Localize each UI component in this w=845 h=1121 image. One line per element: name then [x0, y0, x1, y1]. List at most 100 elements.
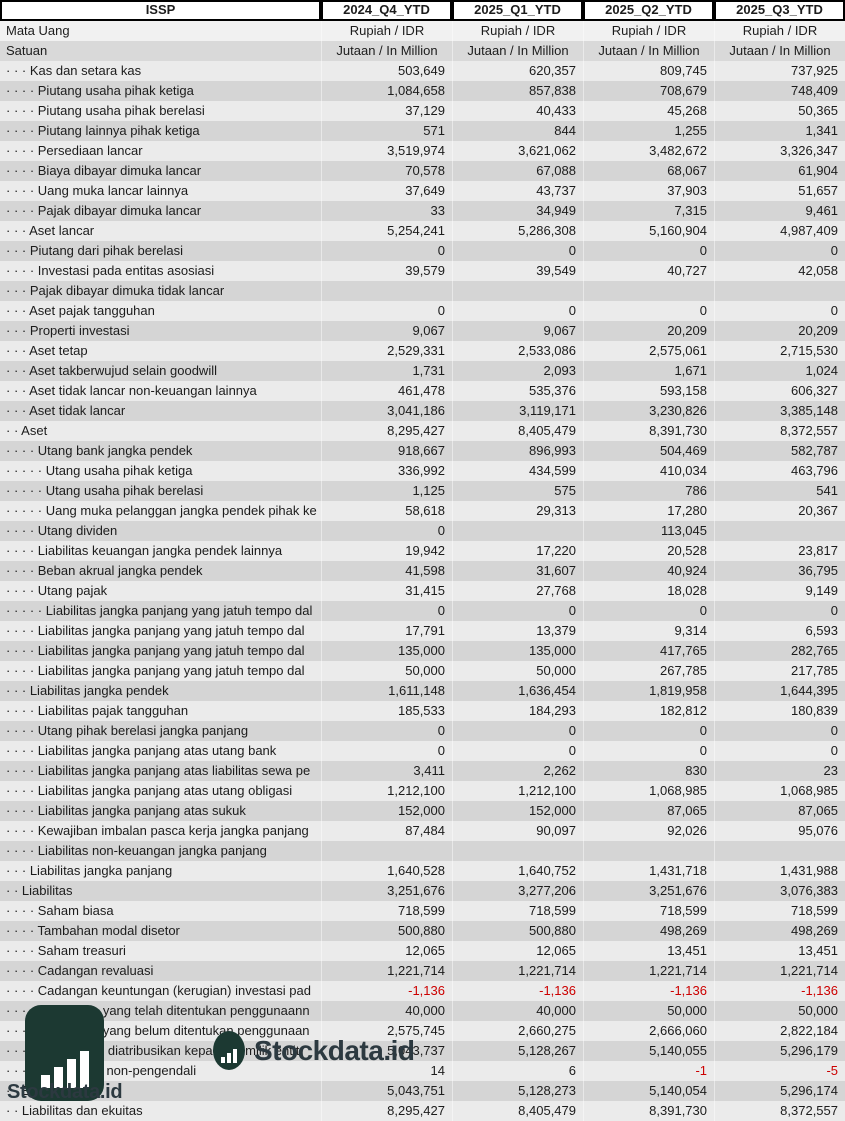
row-value: 37,129: [321, 101, 452, 121]
row-value: 1,068,985: [583, 781, 714, 801]
row-value: 87,065: [583, 801, 714, 821]
row-value: 17,791: [321, 621, 452, 641]
row-value: 9,314: [583, 621, 714, 641]
table-row: · · Liabilitas dan ekuitas 8,295,427 8,405…: [0, 1101, 845, 1121]
row-value: 2,093: [452, 361, 583, 381]
row-value: 29,313: [452, 501, 583, 521]
row-value: 182,812: [583, 701, 714, 721]
row-value: 5,140,055: [583, 1041, 714, 1061]
row-value: 113,045: [583, 521, 714, 541]
row-value: 503,649: [321, 61, 452, 81]
row-label: · · · · Beban akrual jangka pendek: [6, 563, 203, 578]
row-value: 68,067: [583, 161, 714, 181]
row-value: 58,618: [321, 501, 452, 521]
unit-value: Jutaan / In Million: [714, 41, 845, 61]
row-value: 3,326,347: [714, 141, 845, 161]
table-row: · · · Aset tidak lancar 3,041,186 3,119,17…: [0, 401, 845, 421]
row-value: 571: [321, 121, 452, 141]
row-value: 8,405,479: [452, 421, 583, 441]
row-value: 461,478: [321, 381, 452, 401]
row-value: 19,942: [321, 541, 452, 561]
row-value: 718,599: [583, 901, 714, 921]
row-value: 36,795: [714, 561, 845, 581]
row-value: 708,679: [583, 81, 714, 101]
row-value: 51,657: [714, 181, 845, 201]
row-value: 1,024: [714, 361, 845, 381]
row-label: · · · · · Uang muka pelanggan jangka pen…: [6, 503, 317, 518]
stockdata-watermark: Stockdata.id: [213, 1031, 415, 1070]
period-header: 2024_Q4_YTD: [321, 0, 452, 21]
row-value: 12,065: [452, 941, 583, 961]
row-label: · · · · Liabilitas jangka panjang yang j…: [6, 623, 305, 638]
table-row: · · · · Piutang lainnya pihak ketiga 571 8…: [0, 121, 845, 141]
row-value: 1,644,395: [714, 681, 845, 701]
row-label: · · · · Cadangan keuntungan (kerugian) i…: [6, 983, 311, 998]
row-value: 0: [583, 741, 714, 761]
row-value: 135,000: [452, 641, 583, 661]
row-value: 8,391,730: [583, 421, 714, 441]
row-value: 0: [321, 721, 452, 741]
row-value: 541: [714, 481, 845, 501]
row-value: 50,000: [321, 661, 452, 681]
row-value: 1,212,100: [321, 781, 452, 801]
row-value: 718,599: [714, 901, 845, 921]
table-row: · · · · Liabilitas pajak tangguhan 185,53…: [0, 701, 845, 721]
row-value: 1,640,528: [321, 861, 452, 881]
row-value: 500,880: [452, 921, 583, 941]
row-value: 0: [714, 741, 845, 761]
row-value: 504,469: [583, 441, 714, 461]
table-row: · · · · Kewajiban imbalan pasca kerja ja…: [0, 821, 845, 841]
row-label: · · · Kas dan setara kas: [6, 63, 142, 78]
table-row: · · · · Liabilitas jangka panjang atas u…: [0, 741, 845, 761]
row-value: 748,409: [714, 81, 845, 101]
row-value: -1,136: [321, 981, 452, 1001]
row-value: 87,484: [321, 821, 452, 841]
table-row: · · · · Saham treasuri 12,065 12,065 13,451…: [0, 941, 845, 961]
row-label: · · · · Utang pajak: [6, 583, 108, 598]
row-value: 6: [452, 1061, 583, 1081]
row-value: 92,026: [583, 821, 714, 841]
row-label: · · · Liabilitas jangka pendek: [6, 683, 169, 698]
row-value: -5: [714, 1061, 845, 1081]
table-row: · · · · Biaya dibayar dimuka lancar 70,57…: [0, 161, 845, 181]
row-value: 184,293: [452, 701, 583, 721]
row-value: [321, 841, 452, 861]
table-row: · · · Properti investasi 9,067 9,067 20,209…: [0, 321, 845, 341]
row-value: [583, 841, 714, 861]
row-value: 87,065: [714, 801, 845, 821]
row-value: 37,903: [583, 181, 714, 201]
row-value: 282,765: [714, 641, 845, 661]
row-value: 18,028: [583, 581, 714, 601]
row-value: 135,000: [321, 641, 452, 661]
table-row: · · · · Liabilitas jangka panjang yang j…: [0, 661, 845, 681]
table-row: · · · · Utang dividen 0 113,045: [0, 521, 845, 541]
row-label: · · · · Liabilitas non-keuangan jangka p…: [6, 843, 267, 858]
row-value: 0: [583, 241, 714, 261]
table-row: · · · Liabilitas jangka panjang 1,640,528…: [0, 861, 845, 881]
row-label: · · · · Liabilitas jangka panjang atas u…: [6, 743, 277, 758]
table-row: · · · Aset takberwujud selain goodwill 1,…: [0, 361, 845, 381]
table-row: · · · Aset pajak tangguhan 0 0 0 0: [0, 301, 845, 321]
row-value: 8,372,557: [714, 1101, 845, 1121]
row-label: · · · Aset tidak lancar: [6, 403, 126, 418]
row-value: 1,068,985: [714, 781, 845, 801]
row-value: 33: [321, 201, 452, 221]
row-label: · · · Piutang dari pihak berelasi: [6, 243, 184, 258]
stockdata-watermark-text: Stockdata.id: [254, 1034, 415, 1066]
row-value: 1,125: [321, 481, 452, 501]
row-value: 830: [583, 761, 714, 781]
row-value: 5,128,267: [452, 1041, 583, 1061]
row-value: 3,251,676: [583, 881, 714, 901]
row-value: 0: [583, 301, 714, 321]
row-value: 37,649: [321, 181, 452, 201]
row-value: [714, 841, 845, 861]
row-label: · · Aset: [6, 423, 48, 438]
row-value: [452, 521, 583, 541]
row-value: 5,160,904: [583, 221, 714, 241]
row-value: 8,391,730: [583, 1101, 714, 1121]
row-value: 31,607: [452, 561, 583, 581]
row-value: 7,315: [583, 201, 714, 221]
row-label: · · · · Utang bank jangka pendek: [6, 443, 193, 458]
row-value: 844: [452, 121, 583, 141]
row-value: [452, 841, 583, 861]
